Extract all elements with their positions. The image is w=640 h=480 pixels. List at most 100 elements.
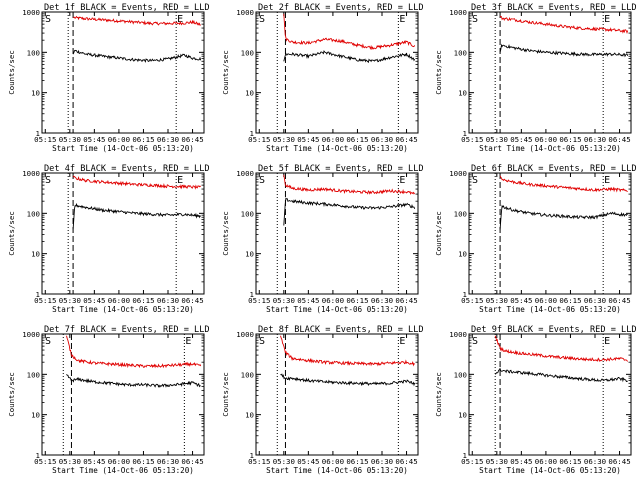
x-tick-label: 06:15 — [132, 296, 154, 305]
x-tick-label: 06:30 — [371, 457, 393, 466]
x-tick-label: 06:15 — [346, 135, 368, 144]
y-tick-label: 1000 — [22, 330, 40, 339]
x-tick-label: 06:15 — [346, 296, 368, 305]
y-tick-label: 1000 — [449, 8, 467, 17]
x-tick-label: 05:15 — [461, 296, 483, 305]
x-tick-label: 06:00 — [322, 296, 344, 305]
y-tick-label: 10 — [31, 89, 40, 98]
detector-panel: Det 3f BLACK = Events, RED = LLD 05:15 05:… — [434, 3, 637, 153]
x-tick-label: 06:45 — [395, 296, 417, 305]
x-tick-label: 05:30 — [59, 135, 81, 144]
end-marker-label: E — [604, 336, 610, 347]
x-tick-label: 06:30 — [157, 457, 179, 466]
x-tick-label: 06:30 — [584, 135, 606, 144]
x-tick-label: 06:45 — [395, 457, 417, 466]
x-tick-label: 05:30 — [486, 135, 508, 144]
x-axis-label: Start Time (14-Oct-06 05:13:20) — [266, 466, 408, 475]
x-tick-label: 06:15 — [132, 135, 154, 144]
y-tick-label: 1000 — [22, 8, 40, 17]
x-tick-label: 05:15 — [248, 296, 270, 305]
events-series-line — [72, 49, 202, 63]
end-marker-label: E — [399, 14, 405, 25]
y-tick-label: 100 — [27, 209, 40, 218]
y-tick-label: 100 — [27, 370, 40, 379]
lld-series-line — [280, 335, 416, 367]
start-marker-label: S — [259, 175, 265, 186]
y-tick-label: 100 — [27, 48, 40, 57]
y-tick-label: 100 — [241, 209, 254, 218]
y-tick-label: 10 — [458, 89, 467, 98]
lld-series-line — [499, 175, 628, 193]
start-marker-label: S — [45, 175, 51, 186]
x-tick-label: 06:45 — [608, 296, 630, 305]
y-tick-label: 10 — [458, 411, 467, 420]
x-tick-label: 05:30 — [59, 457, 81, 466]
x-tick-label: 06:00 — [535, 296, 557, 305]
panel-title: Det 8f BLACK = Events, RED = LLD — [258, 325, 424, 335]
events-series-line — [72, 202, 202, 230]
start-marker-label: S — [472, 175, 478, 186]
y-axis-label: Counts/sec — [221, 211, 230, 256]
x-axis-label: Start Time (14-Oct-06 05:13:20) — [479, 305, 621, 314]
y-axis-label: Counts/sec — [221, 372, 230, 417]
panel-title: Det 3f BLACK = Events, RED = LLD — [471, 3, 637, 13]
x-tick-label: 06:30 — [584, 296, 606, 305]
x-tick-label: 06:30 — [584, 457, 606, 466]
y-axis-label: Counts/sec — [7, 50, 16, 95]
y-tick-label: 10 — [245, 250, 254, 259]
x-axis-label: Start Time (14-Oct-06 05:13:20) — [479, 144, 621, 153]
panel-title: Det 7f BLACK = Events, RED = LLD — [44, 325, 210, 335]
lld-series-line — [283, 174, 416, 195]
y-tick-label: 100 — [454, 370, 467, 379]
end-marker-label: E — [185, 336, 191, 347]
y-axis-label: Counts/sec — [7, 211, 16, 256]
x-axis-label: Start Time (14-Oct-06 05:13:20) — [266, 144, 408, 153]
plot-frame — [255, 172, 419, 295]
x-tick-label: 06:45 — [608, 457, 630, 466]
y-tick-label: 1000 — [449, 330, 467, 339]
panel-title: Det 2f BLACK = Events, RED = LLD — [258, 3, 424, 13]
lld-series-line — [72, 15, 201, 26]
x-tick-label: 05:45 — [83, 296, 105, 305]
x-tick-label: 05:15 — [461, 135, 483, 144]
x-tick-label: 05:45 — [510, 457, 532, 466]
y-tick-label: 1 — [463, 451, 467, 460]
y-tick-label: 10 — [245, 411, 254, 420]
lld-series-line — [499, 15, 629, 34]
start-marker-label: S — [45, 14, 51, 25]
y-tick-label: 1 — [463, 129, 467, 138]
x-tick-label: 05:30 — [486, 457, 508, 466]
lld-series-line — [283, 13, 416, 51]
panel-title: Det 6f BLACK = Events, RED = LLD — [471, 164, 637, 174]
x-tick-label: 05:15 — [461, 457, 483, 466]
x-tick-label: 06:00 — [108, 457, 130, 466]
start-marker-label: S — [45, 336, 51, 347]
x-tick-label: 06:30 — [371, 135, 393, 144]
y-tick-label: 100 — [454, 48, 467, 57]
x-tick-label: 06:00 — [322, 135, 344, 144]
x-tick-label: 06:45 — [395, 135, 417, 144]
end-marker-label: E — [177, 14, 183, 25]
y-tick-label: 1000 — [236, 330, 254, 339]
x-tick-label: 06:00 — [322, 457, 344, 466]
x-tick-label: 05:45 — [83, 457, 105, 466]
x-tick-label: 06:15 — [132, 457, 154, 466]
start-marker-label: S — [259, 14, 265, 25]
plot-frame — [41, 333, 205, 456]
end-marker-label: E — [399, 336, 405, 347]
x-tick-label: 05:45 — [297, 457, 319, 466]
y-tick-label: 100 — [241, 370, 254, 379]
lld-series-line — [66, 335, 202, 369]
x-tick-label: 06:30 — [157, 135, 179, 144]
x-axis-label: Start Time (14-Oct-06 05:13:20) — [52, 466, 194, 475]
events-series-line — [499, 43, 629, 58]
x-tick-label: 06:00 — [535, 135, 557, 144]
y-axis-label: Counts/sec — [221, 50, 230, 95]
y-tick-label: 1000 — [449, 169, 467, 178]
